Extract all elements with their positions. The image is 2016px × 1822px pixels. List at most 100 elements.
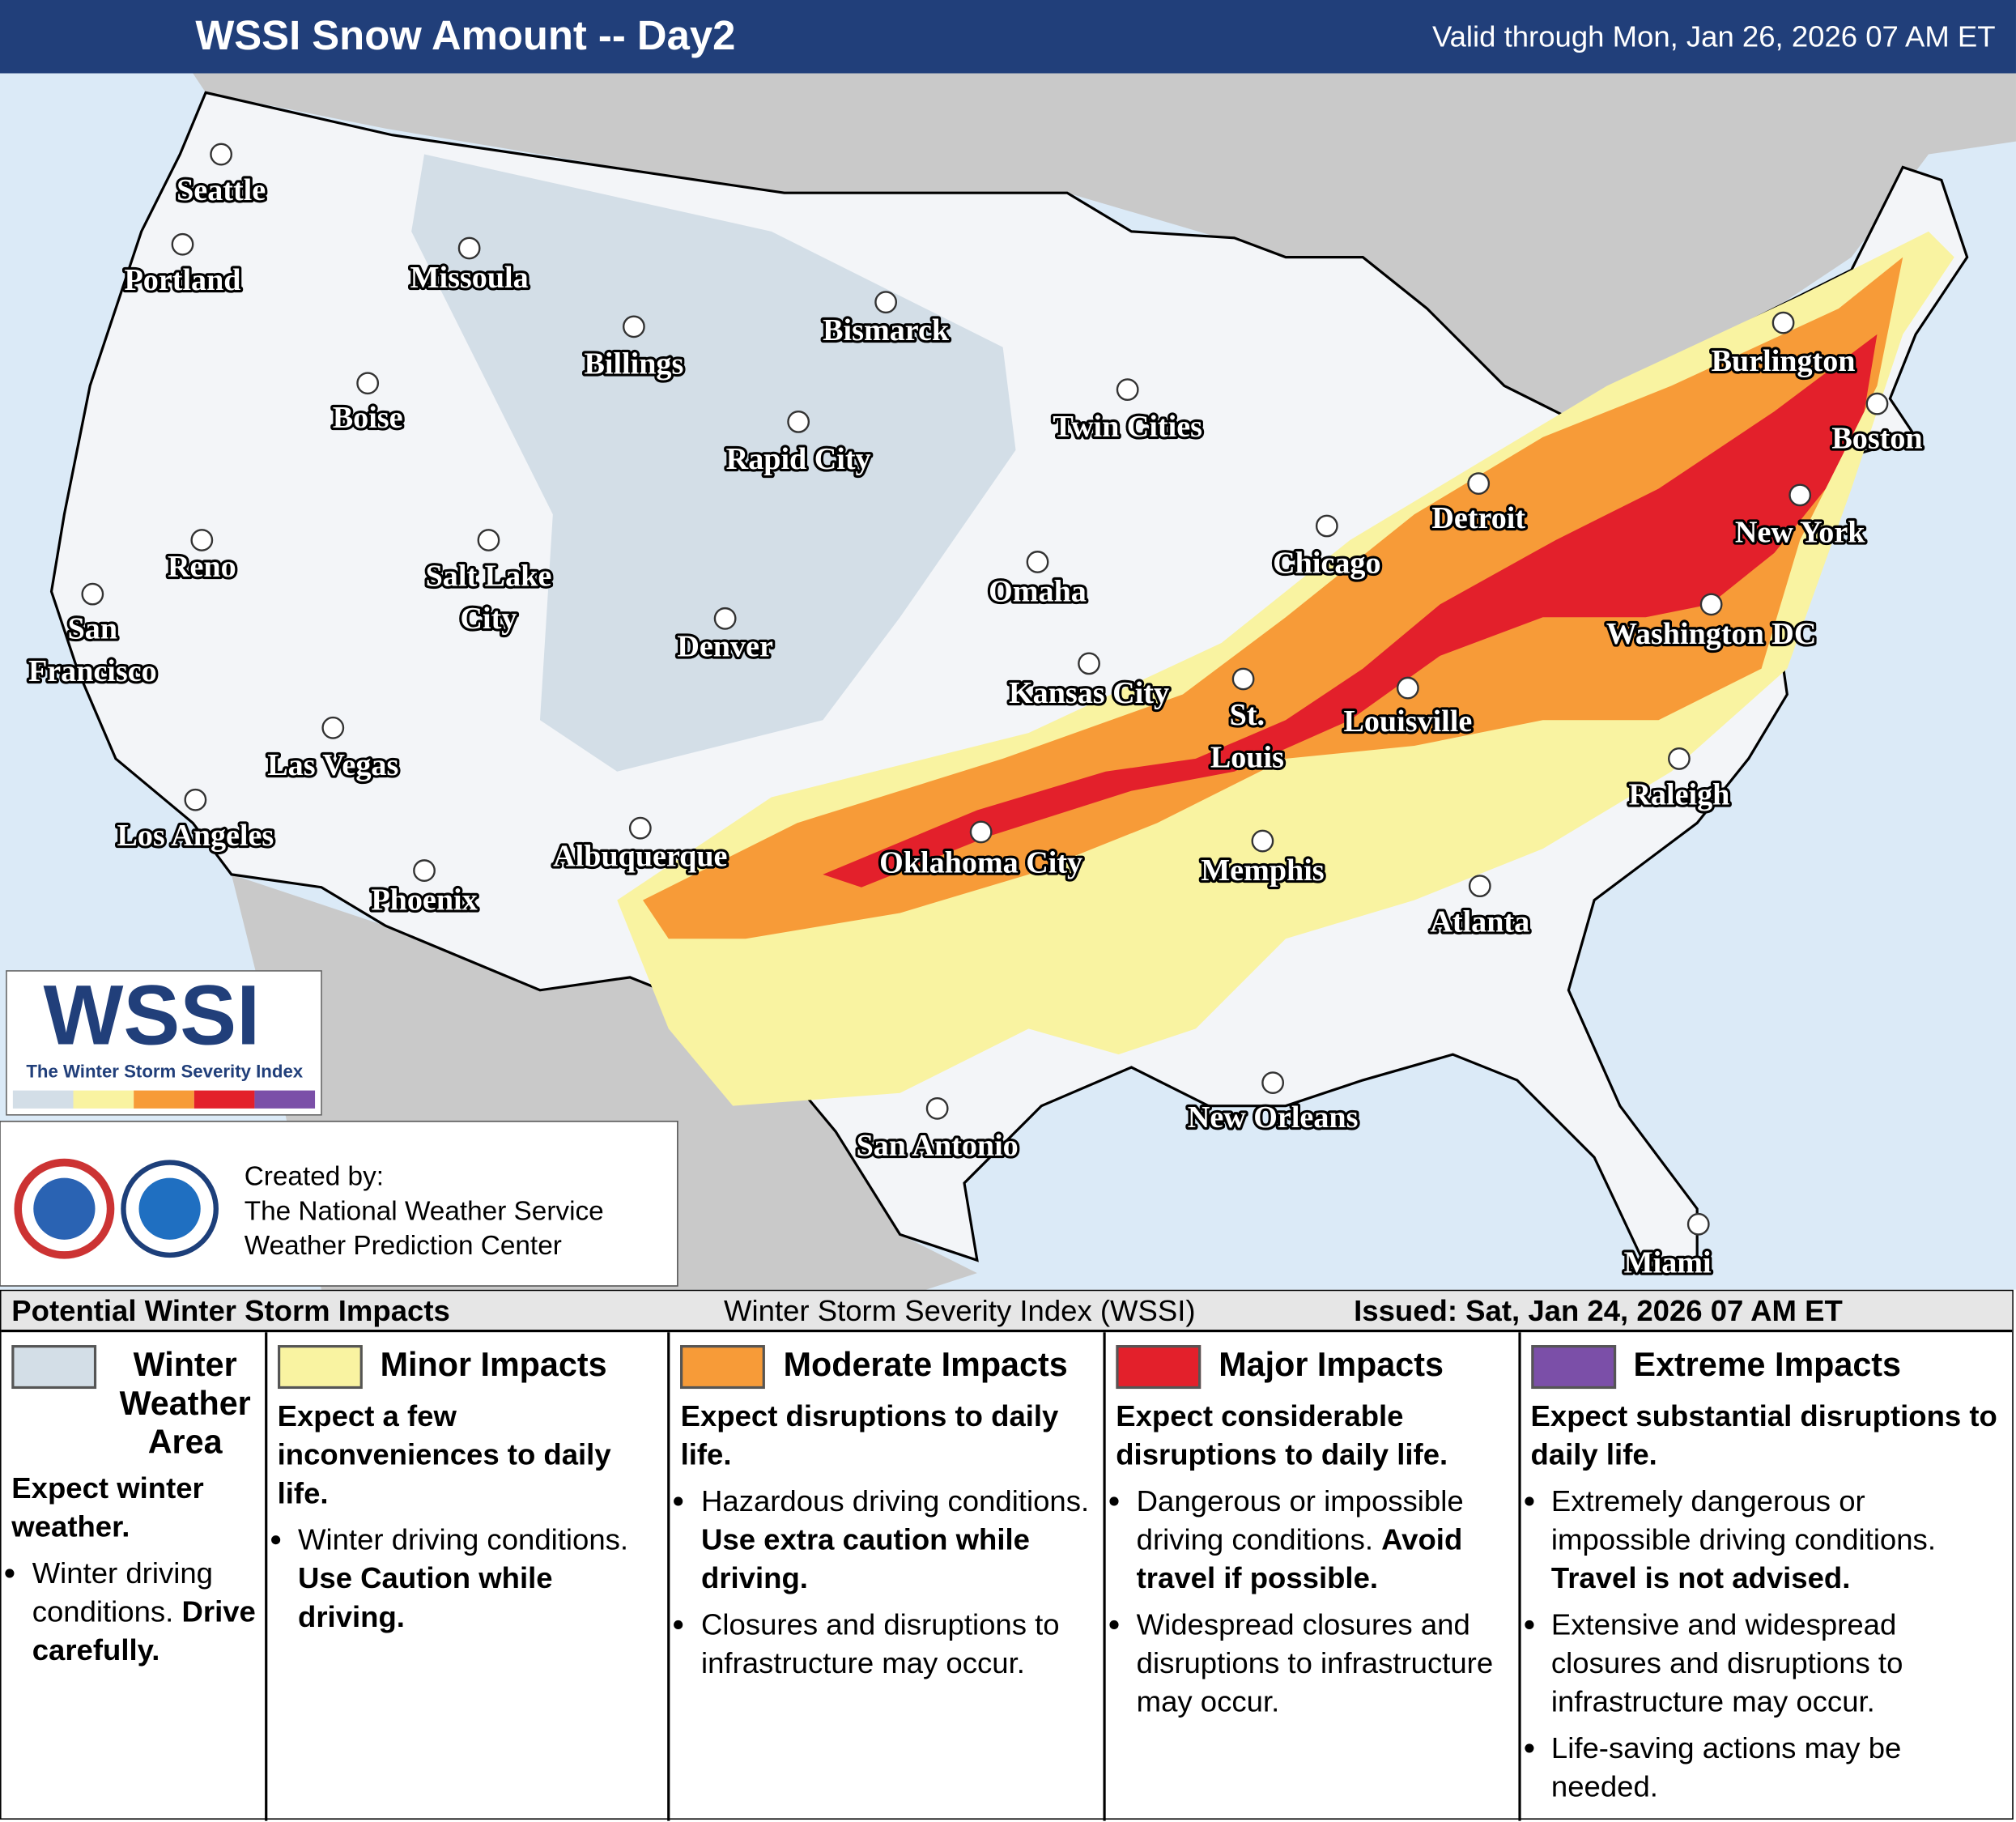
city-marker <box>713 607 737 630</box>
legend-bullet: Life-saving actions may be needed. <box>1551 1728 2005 1805</box>
legend-index: Winter Storm Severity Index (WSSI) <box>724 1293 1196 1327</box>
legend-column: Moderate Impacts Expect disruptions to da… <box>670 1332 1106 1821</box>
bullet-emphasis: Avoid travel if possible. <box>1136 1522 1463 1595</box>
legend-heading: Winter Weather Area <box>11 1345 257 1461</box>
legend-column: Winter Weather Area Expect winter weather… <box>2 1332 267 1821</box>
strip-swatch <box>194 1090 255 1109</box>
city-marker <box>81 582 104 606</box>
city-label: Raleigh <box>1628 777 1729 811</box>
credit-line: Created by: <box>245 1161 384 1191</box>
legend-title: Potential Winter Storm Impacts <box>11 1293 450 1327</box>
city-label: Seattle <box>177 173 266 207</box>
city-label: Los Angeles <box>117 819 274 853</box>
city-label: New York <box>1735 515 1865 549</box>
city-label: Detroit <box>1431 501 1525 535</box>
bullet-emphasis: Travel is not advised. <box>1550 1560 1851 1595</box>
city-label: Oklahoma City <box>879 845 1082 879</box>
legend-heading: Minor Impacts <box>277 1345 661 1390</box>
legend-column: Major Impacts Expect considerable disrupt… <box>1106 1332 1521 1821</box>
city-label: Rapid City <box>726 442 871 476</box>
city-label: Washington DC <box>1606 617 1816 651</box>
legend-summary: Expect considerable disruptions to daily… <box>1116 1398 1448 1471</box>
city-label: Atlanta <box>1430 905 1529 939</box>
legend-name: Minor Impacts <box>380 1345 607 1384</box>
city-label: Salt Lake <box>426 559 552 593</box>
city-label: Missoula <box>410 261 529 295</box>
major-area <box>823 334 1878 888</box>
moderate-area <box>643 257 1903 939</box>
credit-line: Weather Prediction Center <box>245 1231 562 1261</box>
city-marker <box>477 529 500 551</box>
city-marker <box>356 372 380 395</box>
legend-bullet: Extensive and widespread closures and di… <box>1551 1605 2005 1721</box>
city-marker <box>210 143 233 166</box>
legend-columns: Winter Weather Area Expect winter weather… <box>2 1332 2013 1821</box>
map: Seattle Portland Missoula Billings Bismarck B… <box>0 0 2016 1290</box>
city-label: Memphis <box>1201 854 1324 888</box>
city-label: Reno <box>168 550 236 584</box>
city-label: Albuquerque <box>553 840 727 874</box>
city-label: Billings <box>584 347 683 381</box>
city-label: Boston <box>1831 421 1922 455</box>
logo-strip <box>12 1090 316 1109</box>
credits: Created by: The National Weather Service W… <box>245 1161 604 1261</box>
legend-bullets: Winter driving conditions. Drive careful… <box>11 1553 257 1669</box>
legend-bullet: Hazardous driving conditions. Use extra … <box>701 1481 1095 1597</box>
city-marker <box>1078 652 1100 675</box>
city-marker <box>1315 514 1338 538</box>
city-marker <box>622 315 645 338</box>
bullet-emphasis: Drive carefully. <box>32 1594 256 1667</box>
city-label: Las Vegas <box>267 748 398 782</box>
strip-swatch <box>73 1090 134 1109</box>
legend-summary: Expect winter weather. <box>11 1471 204 1543</box>
city-label: Louisville <box>1343 705 1472 739</box>
legend-swatch <box>1116 1345 1202 1390</box>
city-marker <box>1865 392 1889 415</box>
legend-bullet: Winter driving conditions. Drive careful… <box>32 1553 257 1669</box>
legend-name: Extreme Impacts <box>1633 1345 1902 1384</box>
city-marker <box>413 859 436 882</box>
city-label: Bismarck <box>823 313 950 347</box>
strip-swatch <box>12 1090 74 1109</box>
legend-heading: Extreme Impacts <box>1530 1345 2005 1390</box>
city-marker <box>1251 829 1274 853</box>
city-marker <box>1261 1071 1285 1094</box>
city-marker <box>1699 593 1723 616</box>
legend: Potential Winter Storm Impacts Winter St… <box>0 1289 2014 1821</box>
city-marker <box>1668 747 1691 770</box>
credit-line: The National Weather Service <box>245 1196 604 1226</box>
bullet-text: Widespread closures and disruptions to i… <box>1136 1607 1494 1718</box>
legend-summary: Expect disruptions to daily life. <box>680 1398 1059 1471</box>
city-label: Omaha <box>989 574 1087 608</box>
city-marker <box>190 529 214 551</box>
legend-bullets: Hazardous driving conditions. Use extra … <box>681 1481 1095 1682</box>
cities: Seattle Portland Missoula Billings Bismarck B… <box>26 143 1925 1283</box>
city-label: City <box>461 602 517 636</box>
bullet-text: Dangerous or impossible driving conditio… <box>1136 1484 1464 1556</box>
logo-subtitle: The Winter Storm Severity Index <box>26 1062 303 1082</box>
legend-bullets: Winter driving conditions. Use Caution w… <box>278 1520 661 1636</box>
city-label: Louis <box>1210 740 1284 774</box>
title: WSSI Snow Amount -- Day2 <box>195 12 735 58</box>
bullet-emphasis: Use extra caution while driving. <box>701 1522 1030 1595</box>
city-marker <box>321 716 345 739</box>
legend-swatch <box>1530 1345 1616 1390</box>
city-marker <box>1116 378 1139 402</box>
header-bar <box>0 0 2016 74</box>
legend-swatch <box>11 1345 97 1390</box>
city-marker <box>1026 551 1049 573</box>
canada <box>193 73 2016 437</box>
bullet-emphasis: Use Caution while driving. <box>298 1560 553 1633</box>
legend-column: Minor Impacts Expect a few inconveniences… <box>267 1332 670 1821</box>
city-marker <box>1468 875 1491 898</box>
city-label: San Antonio <box>857 1129 1019 1163</box>
bullet-text: Winter driving conditions. <box>298 1522 629 1556</box>
city-label: Twin Cities <box>1053 410 1202 444</box>
city-label: Portland <box>125 263 241 297</box>
city-marker <box>1771 311 1795 334</box>
city-marker <box>171 232 194 256</box>
city-marker <box>925 1096 949 1120</box>
city-marker <box>457 236 481 260</box>
city-marker <box>969 820 993 844</box>
legend-swatch <box>680 1345 766 1390</box>
